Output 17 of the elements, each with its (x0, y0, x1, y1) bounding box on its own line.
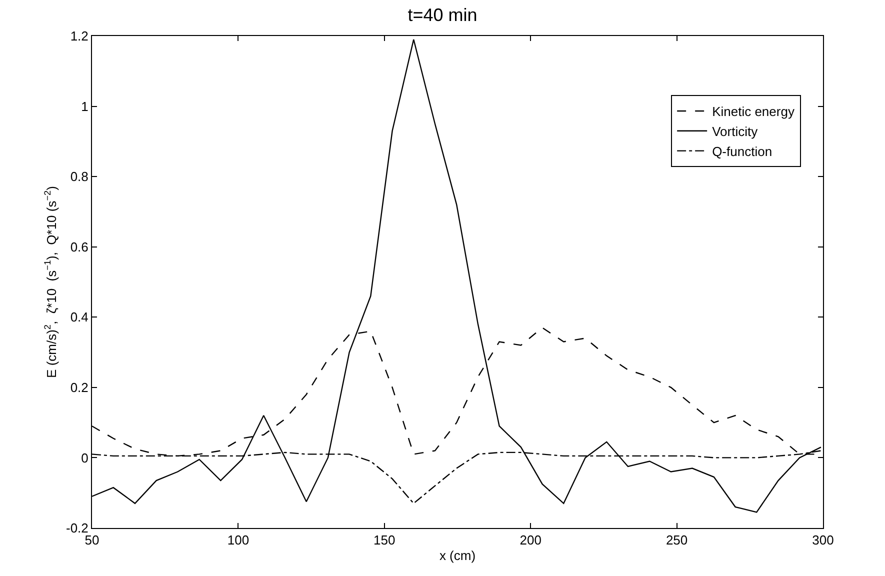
x-tick-label: 300 (812, 532, 834, 548)
y-tick-label: 1 (81, 98, 88, 114)
y-tick-label: 0.6 (70, 239, 88, 254)
y-tick-label: 0 (81, 450, 88, 466)
x-tick-label: 100 (227, 532, 250, 548)
y-tick-label: 0.2 (70, 380, 88, 395)
y-tick-label: 1.2 (70, 28, 88, 44)
legend-label: Vorticity (712, 124, 758, 139)
legend-label: Kinetic energy (712, 104, 795, 120)
x-tick-label: 150 (374, 532, 396, 548)
x-axis-title: x (cm) (439, 548, 476, 564)
legend-label: Q-function (712, 144, 772, 159)
y-tick-label: 0.4 (70, 310, 88, 325)
y-tick-label: 0.8 (70, 169, 88, 184)
chart-title: t=40 min (408, 5, 478, 26)
x-tick-label: 200 (520, 532, 542, 548)
x-tick-label: 250 (666, 532, 688, 548)
